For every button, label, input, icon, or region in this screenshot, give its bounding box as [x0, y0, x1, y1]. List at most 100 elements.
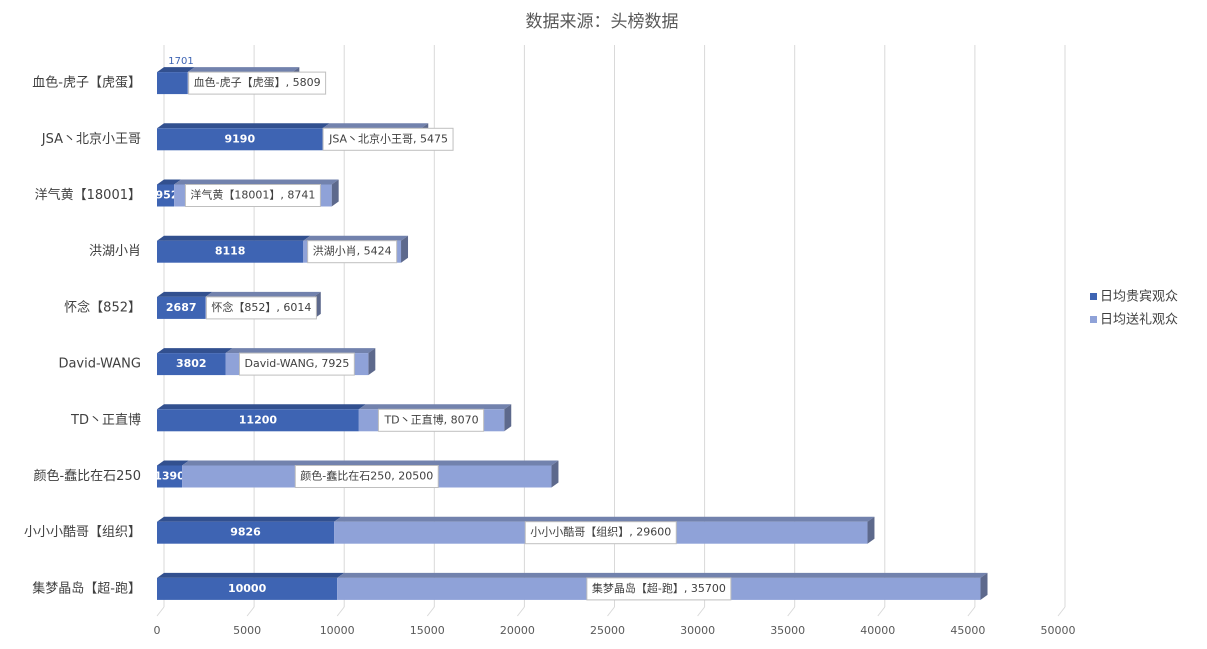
legend-swatch — [1090, 293, 1097, 300]
x-tick-label: 0 — [154, 624, 161, 637]
x-tick-label: 50000 — [1041, 624, 1076, 637]
grid-floor — [877, 606, 886, 617]
y-tick-label: 颜色-蠢比在石250 — [33, 468, 141, 484]
bar-top — [322, 123, 429, 129]
bar-top — [187, 67, 300, 73]
x-tick-label: 15000 — [410, 624, 445, 637]
bar-top — [303, 235, 409, 241]
data-label: 怀念【852】, 6014 — [211, 300, 311, 314]
data-label: 10000 — [228, 582, 267, 595]
data-label: 1390 — [154, 470, 185, 483]
data-label-box — [307, 240, 398, 264]
bar-side — [504, 404, 512, 432]
bar — [157, 521, 335, 544]
bar-top — [157, 460, 190, 466]
grid-floor — [967, 606, 976, 617]
x-tick-label: 35000 — [770, 624, 805, 637]
grid-floor — [787, 606, 796, 617]
data-label: 1701 — [168, 56, 193, 67]
data-label: 11200 — [239, 413, 278, 426]
grid-floor — [336, 606, 345, 617]
chart-title: 数据来源：头榜数据 — [526, 12, 679, 32]
grid-floor — [156, 606, 165, 617]
bar-top — [337, 572, 988, 578]
y-tick-label: 洋气黄【18001】 — [35, 187, 141, 203]
data-label-box — [188, 71, 327, 95]
bar-side — [331, 179, 339, 207]
data-label: 颜色-蠢比在石250, 20500 — [300, 469, 433, 483]
data-label-box — [377, 408, 485, 432]
grid-floor — [426, 606, 435, 617]
data-label: 952 — [156, 189, 179, 202]
bar — [157, 184, 175, 207]
bar-side — [401, 235, 409, 263]
data-label: 8118 — [215, 245, 246, 258]
data-label: 2687 — [166, 301, 197, 314]
data-label: 洪湖小肖, 5424 — [313, 244, 392, 258]
bar-side — [368, 348, 376, 376]
bar-top — [225, 348, 376, 354]
y-tick-label: JSA丶北京小王哥 — [41, 132, 141, 147]
bar — [157, 296, 206, 319]
bar-side — [980, 572, 988, 600]
data-label-box — [586, 577, 732, 601]
data-label: David-WANG, 7925 — [245, 357, 350, 370]
x-tick-label: 5000 — [233, 624, 261, 637]
bar-top — [182, 460, 559, 466]
y-tick-label: 血色-虎子【虎蛋】 — [32, 75, 141, 91]
y-tick-label: 集梦晶岛【超-跑】 — [32, 580, 141, 596]
bar-side — [867, 516, 875, 544]
data-label-box — [205, 296, 317, 320]
data-label-box — [239, 352, 355, 376]
y-tick-label: 小小小酷哥【组织】 — [24, 525, 141, 540]
data-label-box — [184, 184, 321, 207]
x-tick-label: 20000 — [500, 624, 535, 637]
bar-top — [174, 179, 339, 185]
y-tick-label: TD丶正直博 — [70, 413, 141, 428]
bar-top — [157, 179, 182, 185]
bar-top — [205, 291, 321, 297]
bar-top — [358, 404, 512, 410]
grid-floor — [607, 606, 615, 617]
bar-top — [157, 123, 330, 129]
legend-label: 日均送礼观众 — [1100, 312, 1178, 328]
x-tick-label: 25000 — [590, 624, 625, 637]
bar — [157, 465, 183, 488]
bar-side — [551, 460, 559, 488]
y-tick-label: 怀念【852】 — [64, 299, 141, 315]
grid-floor — [246, 606, 255, 617]
data-label: JSA丶北京小王哥, 5475 — [328, 131, 448, 145]
grid-floor — [517, 606, 525, 617]
bar — [157, 577, 338, 600]
bar-top — [157, 404, 366, 410]
bar — [157, 72, 188, 95]
grid-floor — [697, 606, 705, 617]
data-label: 9826 — [230, 526, 261, 539]
bar-top — [157, 291, 213, 297]
bar — [157, 409, 359, 432]
legend-label: 日均贵宾观众 — [1100, 289, 1178, 305]
data-label: 集梦晶岛【超-跑】, 35700 — [592, 581, 726, 595]
bar — [157, 128, 323, 151]
data-label: 9190 — [224, 132, 255, 145]
y-tick-label: 洪湖小肖 — [89, 244, 141, 259]
x-tick-label: 10000 — [320, 624, 355, 637]
data-label-box — [322, 127, 454, 151]
data-label: 洋气黄【18001】, 8741 — [190, 188, 315, 202]
bar — [157, 240, 304, 263]
y-tick-label: David-WANG — [58, 357, 141, 372]
x-tick-label: 30000 — [680, 624, 715, 637]
bar — [157, 353, 226, 376]
data-label-box — [524, 521, 677, 545]
data-label: TD丶正直博, 8070 — [383, 412, 478, 426]
bar-top — [157, 67, 195, 73]
bar-top — [334, 516, 875, 522]
bar-top — [157, 572, 345, 578]
x-tick-label: 40000 — [860, 624, 895, 637]
bar-top — [157, 516, 342, 522]
bar-top — [157, 235, 311, 241]
grid-floor — [1057, 606, 1066, 617]
x-tick-label: 45000 — [950, 624, 985, 637]
